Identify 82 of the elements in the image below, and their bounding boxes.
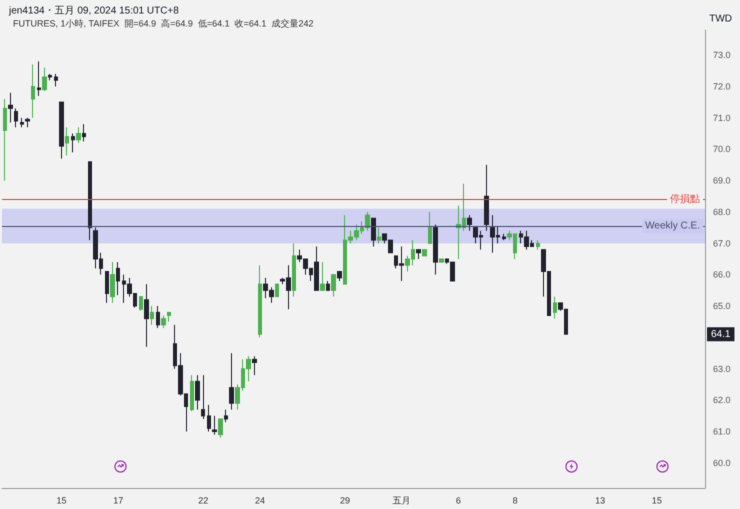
x-tick-label: 29 <box>340 496 350 506</box>
candlestick <box>20 117 24 128</box>
candlestick <box>25 117 30 128</box>
x-tick-label: 6 <box>456 496 461 506</box>
x-tick-label: 24 <box>254 496 265 506</box>
candlestick <box>252 356 257 376</box>
y-tick-label: 73.0 <box>713 50 731 60</box>
candlestick <box>416 249 421 260</box>
chart-title: jen4134・五月 09, 2024 15:01 UTC+8 <box>8 6 180 16</box>
candlestick <box>3 98 7 182</box>
candlestick <box>536 240 540 250</box>
y-tick-label: 61.0 <box>713 426 731 437</box>
ref-line-label: 停損點 <box>670 192 700 205</box>
y-tick-label: 66.0 <box>713 270 731 280</box>
y-tick-label: 65.0 <box>713 301 731 312</box>
candlestick <box>422 249 427 256</box>
chart-subtitle: FUTURES, 1小時, TAIFEX 開=64.9 高=64.9 低=64.1 收=64.1 成交量242 <box>13 18 314 28</box>
candlestick <box>258 264 262 338</box>
candlestick <box>207 404 211 432</box>
candlestick <box>218 418 223 438</box>
x-tick-label: 15 <box>56 496 67 506</box>
candlestick <box>275 284 279 298</box>
candlestick <box>212 415 217 436</box>
candlestick <box>65 126 69 156</box>
x-tick-label: 17 <box>113 496 124 506</box>
candlestick <box>433 224 438 276</box>
candlestick <box>144 284 149 348</box>
candlestick <box>167 312 171 322</box>
y-tick-label: 60.0 <box>713 458 731 468</box>
candlestick <box>105 271 109 304</box>
candlestick <box>320 262 325 291</box>
y-tick-label: 63.0 <box>713 364 731 374</box>
candlestick <box>156 306 160 329</box>
candlestick <box>331 274 336 298</box>
x-tick-label: 五月 <box>392 496 411 506</box>
candlestick <box>110 262 115 304</box>
candlestick <box>467 214 472 232</box>
candlestick <box>371 218 376 247</box>
candlestick <box>229 352 234 410</box>
candlestick <box>292 242 296 298</box>
candlestick <box>54 73 58 87</box>
x-tick-label: 15 <box>652 496 662 506</box>
candlestick <box>150 306 154 326</box>
candlestick <box>377 227 381 244</box>
y-tick-label: 62.0 <box>713 395 731 406</box>
y-tick-label: 68.0 <box>713 206 731 217</box>
candlestick <box>59 102 64 160</box>
candlestick <box>337 271 342 282</box>
candlestick <box>71 133 75 153</box>
candlestick <box>161 314 166 329</box>
candlestick <box>8 92 13 124</box>
ref-line-label: Weekly C.E. <box>645 220 700 232</box>
candlestick <box>553 296 557 320</box>
candlestick <box>31 64 35 118</box>
x-tick-label: 13 <box>595 496 606 506</box>
y-tick-label: 69.0 <box>713 176 731 186</box>
candlestick <box>326 280 330 291</box>
candlestick <box>439 258 444 263</box>
candlestick <box>76 126 81 144</box>
candlestick <box>88 161 92 241</box>
y-tick-label: 70.0 <box>713 144 731 154</box>
candlestick <box>82 124 86 142</box>
text: TWD <box>709 14 732 24</box>
candlestick <box>14 108 18 128</box>
y-tick-label: 67.0 <box>713 238 731 248</box>
candlestick <box>195 374 200 410</box>
candlestick <box>502 233 506 241</box>
candlestick <box>139 296 143 312</box>
candlestick <box>37 60 41 96</box>
candlestick <box>428 211 432 244</box>
y-tick-label: 71.0 <box>713 112 731 123</box>
annotation: 64.1 <box>711 328 731 340</box>
y-tick-label: 72.0 <box>713 81 731 92</box>
candlestick <box>190 374 194 412</box>
x-tick-label: 8 <box>512 496 518 506</box>
candlestick <box>201 374 205 420</box>
candlestick <box>48 73 52 81</box>
candlestick <box>484 164 489 232</box>
x-tick-label: 22 <box>198 496 208 506</box>
candlestick <box>116 262 120 296</box>
candlestick <box>42 67 47 92</box>
candlestick <box>224 409 228 423</box>
